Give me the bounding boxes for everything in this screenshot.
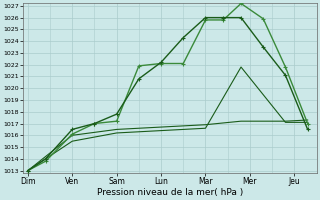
X-axis label: Pression niveau de la mer( hPa ): Pression niveau de la mer( hPa )	[97, 188, 243, 197]
